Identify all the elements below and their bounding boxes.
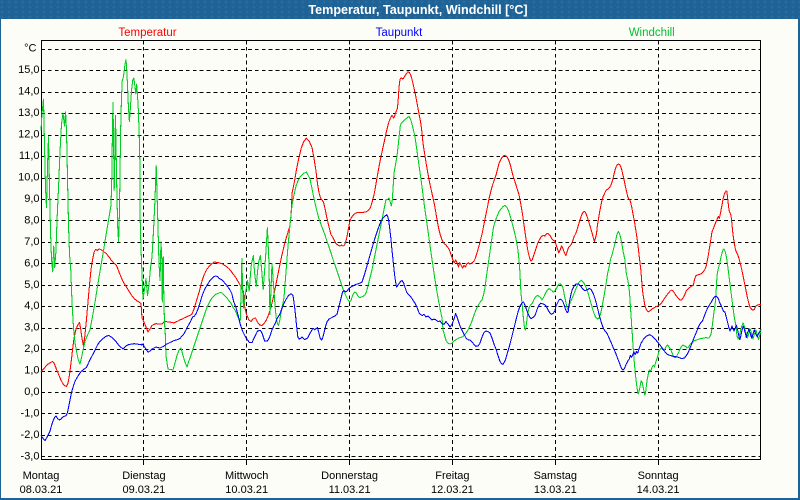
svg-text:13.03.21: 13.03.21 xyxy=(534,484,577,496)
svg-text:Taupunkt: Taupunkt xyxy=(376,27,423,39)
svg-text:11.03.21: 11.03.21 xyxy=(329,484,371,496)
svg-text:5,0: 5,0 xyxy=(24,279,39,291)
svg-text:Sonntag: Sonntag xyxy=(638,470,679,482)
svg-text:14.03.21: 14.03.21 xyxy=(637,484,680,496)
svg-text:Windchill: Windchill xyxy=(629,27,675,39)
svg-text:Dienstag: Dienstag xyxy=(122,470,165,482)
svg-text:Montag: Montag xyxy=(23,470,60,482)
svg-text:3,0: 3,0 xyxy=(24,322,39,334)
svg-text:6,0: 6,0 xyxy=(24,257,39,269)
svg-text:0,0: 0,0 xyxy=(24,386,39,398)
svg-text:Donnerstag: Donnerstag xyxy=(321,470,378,482)
svg-text:9,0: 9,0 xyxy=(24,193,39,205)
svg-text:-1,0: -1,0 xyxy=(21,407,40,419)
svg-text:13,0: 13,0 xyxy=(18,107,39,119)
svg-text:11,0: 11,0 xyxy=(19,150,40,162)
svg-text:Mittwoch: Mittwoch xyxy=(225,470,268,482)
svg-text:-2,0: -2,0 xyxy=(21,429,40,441)
svg-text:15,0: 15,0 xyxy=(18,64,39,76)
svg-text:8,0: 8,0 xyxy=(24,214,39,226)
svg-text:°C: °C xyxy=(24,42,36,54)
svg-text:10.03.21: 10.03.21 xyxy=(225,484,268,496)
svg-text:Samstag: Samstag xyxy=(534,470,577,482)
svg-text:-3,0: -3,0 xyxy=(21,450,40,462)
svg-text:14,0: 14,0 xyxy=(18,86,39,98)
svg-text:4,0: 4,0 xyxy=(24,300,39,312)
svg-text:12,0: 12,0 xyxy=(18,129,39,141)
svg-text:12.03.21: 12.03.21 xyxy=(431,484,474,496)
svg-text:09.03.21: 09.03.21 xyxy=(122,484,165,496)
svg-text:2,0: 2,0 xyxy=(24,343,39,355)
svg-text:1,0: 1,0 xyxy=(24,365,39,377)
svg-text:Freitag: Freitag xyxy=(435,470,469,482)
svg-text:7,0: 7,0 xyxy=(24,236,39,248)
svg-text:08.03.21: 08.03.21 xyxy=(20,484,63,496)
svg-text:Temperatur: Temperatur xyxy=(118,27,176,39)
svg-text:10,0: 10,0 xyxy=(18,172,39,184)
